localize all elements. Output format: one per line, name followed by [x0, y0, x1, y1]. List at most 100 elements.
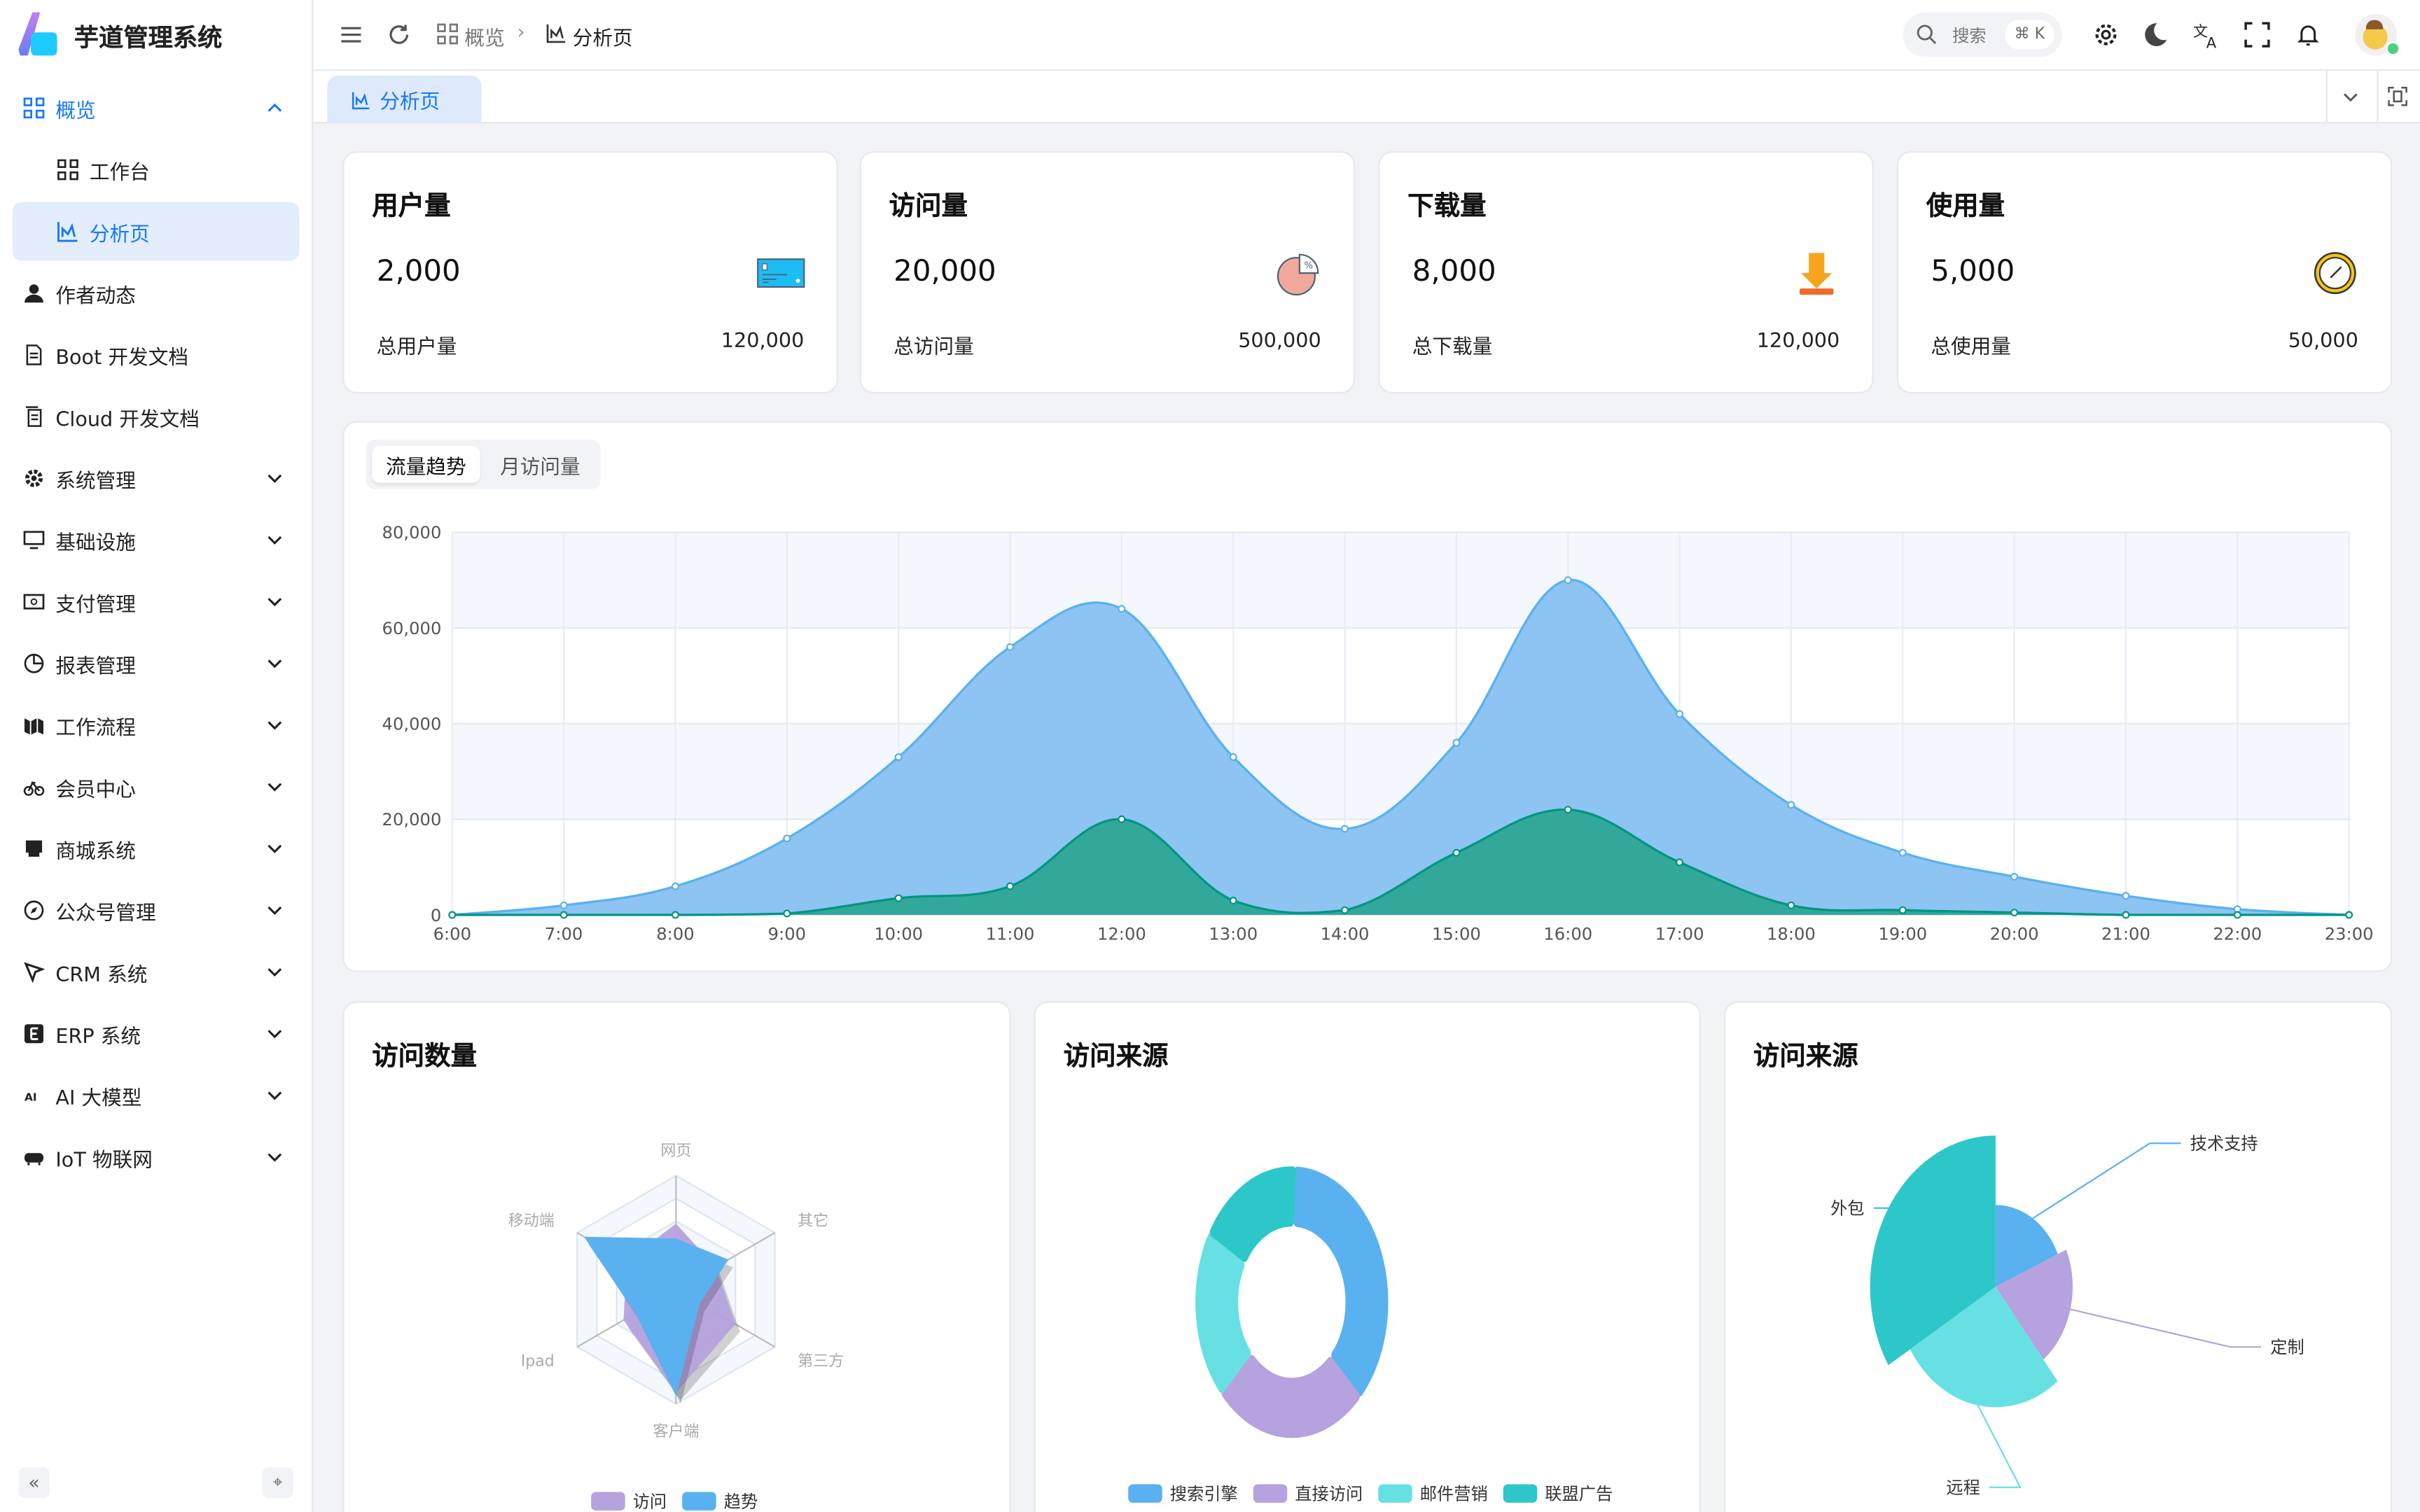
pin-sidebar-button[interactable]: ⌖	[262, 1467, 293, 1499]
rose-slice[interactable]	[1870, 1135, 1996, 1366]
chevron-down-icon	[267, 844, 282, 853]
data-point[interactable]	[1787, 901, 1795, 909]
sidebar-item[interactable]: 支付管理	[13, 573, 300, 631]
data-point[interactable]	[2122, 911, 2130, 919]
translate-icon[interactable]: 文A	[2193, 22, 2219, 48]
data-point[interactable]	[1229, 753, 1237, 762]
sidebar-item-label: 概览	[55, 99, 96, 123]
sidebar-item-label: Boot 开发文档	[55, 346, 189, 370]
search-input[interactable]: 搜索 ⌘ K	[1903, 12, 2062, 57]
data-point[interactable]	[1006, 882, 1015, 890]
sidebar-item[interactable]: 公众号管理	[13, 881, 300, 940]
menu-toggle-icon[interactable]	[338, 22, 364, 48]
legend-item[interactable]: 访问	[591, 1489, 667, 1512]
tab-traffic-trend[interactable]: 流量趋势	[372, 445, 480, 483]
data-point[interactable]	[1118, 605, 1126, 613]
sidebar-item[interactable]: IoT 物联网	[13, 1128, 300, 1186]
sidebar-item[interactable]: ERP 系统	[13, 1004, 300, 1063]
sidebar-item[interactable]: 系统管理	[13, 449, 300, 507]
data-point[interactable]	[1676, 858, 1684, 867]
data-point[interactable]	[2010, 909, 2019, 917]
sidebar-item[interactable]: Cloud 开发文档	[13, 387, 300, 446]
sidebar-item[interactable]: 工作台	[13, 141, 300, 200]
card-title: 访问来源	[1063, 1041, 1169, 1072]
chevron-down-icon	[267, 1153, 282, 1162]
sidebar-item[interactable]: 商城系统	[13, 819, 300, 878]
data-point[interactable]	[2345, 911, 2353, 919]
data-point[interactable]	[783, 834, 791, 843]
data-point[interactable]	[1118, 815, 1126, 823]
data-point[interactable]	[671, 911, 679, 919]
moon-icon[interactable]	[2142, 22, 2168, 48]
chevron-down-icon	[267, 474, 282, 483]
rose-slice[interactable]	[1995, 1205, 2058, 1287]
data-point[interactable]	[2233, 911, 2241, 919]
data-point[interactable]	[894, 894, 903, 902]
data-point[interactable]	[1898, 906, 1907, 914]
data-point[interactable]	[1341, 825, 1349, 833]
sidebar-item[interactable]: AI AI 大模型	[13, 1066, 300, 1125]
online-status-dot	[2386, 41, 2400, 56]
donut-slice[interactable]	[1209, 1166, 1296, 1262]
maximize-icon[interactable]	[2388, 86, 2408, 106]
stat-value: 20,000	[893, 254, 996, 289]
data-point[interactable]	[1229, 897, 1237, 905]
data-point[interactable]	[1006, 643, 1015, 651]
tab-analytics[interactable]: 分析页	[327, 76, 482, 124]
data-point[interactable]	[894, 753, 903, 762]
data-point[interactable]	[1341, 906, 1349, 914]
breadcrumb-separator: ›	[517, 21, 525, 45]
visits-source-donut-card: 访问来源 搜索引擎 直接访问 邮件营销 联盟广告	[1034, 1001, 1701, 1512]
data-point[interactable]	[1452, 738, 1461, 747]
data-point[interactable]	[1898, 848, 1907, 857]
legend-item[interactable]: 直接访问	[1253, 1481, 1363, 1506]
refresh-icon[interactable]	[386, 22, 412, 48]
breadcrumb-item[interactable]: 概览	[464, 27, 505, 51]
data-point[interactable]	[2010, 872, 2019, 881]
sidebar-item[interactable]: 报表管理	[13, 634, 300, 693]
legend-item[interactable]: 邮件营销	[1378, 1481, 1488, 1506]
bell-icon[interactable]	[2295, 22, 2321, 48]
sidebar-item[interactable]: 分析页	[12, 202, 300, 261]
y-tick-label: 40,000	[382, 714, 442, 734]
data-point[interactable]	[1564, 806, 1572, 814]
rose-slice[interactable]	[1995, 1250, 2073, 1360]
donut-slice[interactable]	[1293, 1166, 1389, 1396]
svg-text:文: 文	[2193, 22, 2208, 40]
data-point[interactable]	[1452, 848, 1461, 857]
legend-item[interactable]: 联盟广告	[1503, 1481, 1613, 1506]
gear-icon[interactable]	[2093, 22, 2119, 48]
sidebar-item[interactable]: 会员中心	[13, 757, 300, 816]
data-point[interactable]	[559, 901, 568, 909]
sidebar-item[interactable]: 作者动态	[13, 264, 300, 323]
legend-item[interactable]: 趋势	[682, 1489, 758, 1512]
data-point[interactable]	[559, 911, 568, 919]
x-tick-label: 11:00	[986, 923, 1035, 944]
data-point[interactable]	[1564, 576, 1572, 584]
sidebar-item[interactable]: CRM 系统	[13, 943, 300, 1002]
tab-monthly-visits[interactable]: 月访问量	[500, 456, 580, 479]
donut-slice[interactable]	[1195, 1233, 1251, 1394]
rose-slice[interactable]	[1910, 1287, 2058, 1408]
stat-total-label: 总访问量	[893, 336, 974, 360]
data-point[interactable]	[1787, 801, 1795, 809]
donut-slice[interactable]	[1221, 1354, 1361, 1438]
data-point[interactable]	[448, 911, 457, 919]
sidebar-item[interactable]: Boot 开发文档	[13, 326, 300, 384]
sidebar-item[interactable]: 工作流程	[13, 696, 300, 755]
x-tick-label: 9:00	[768, 923, 806, 944]
stat-value: 5,000	[1931, 254, 2015, 289]
fullscreen-icon[interactable]	[2244, 22, 2270, 48]
chevron-down-icon[interactable]	[2342, 88, 2360, 106]
data-point[interactable]	[2122, 892, 2130, 900]
data-point[interactable]	[671, 882, 679, 890]
data-point[interactable]	[783, 909, 791, 918]
data-point[interactable]	[1676, 710, 1684, 718]
collapse-sidebar-button[interactable]: «	[18, 1467, 50, 1499]
chart-tabs: 流量趋势 月访问量	[366, 440, 601, 489]
legend-item[interactable]: 搜索引擎	[1128, 1481, 1238, 1506]
sidebar-item[interactable]: 基础设施	[13, 511, 300, 570]
sidebar-item[interactable]: 概览	[13, 78, 300, 137]
radar-series-area[interactable]	[584, 1236, 729, 1396]
